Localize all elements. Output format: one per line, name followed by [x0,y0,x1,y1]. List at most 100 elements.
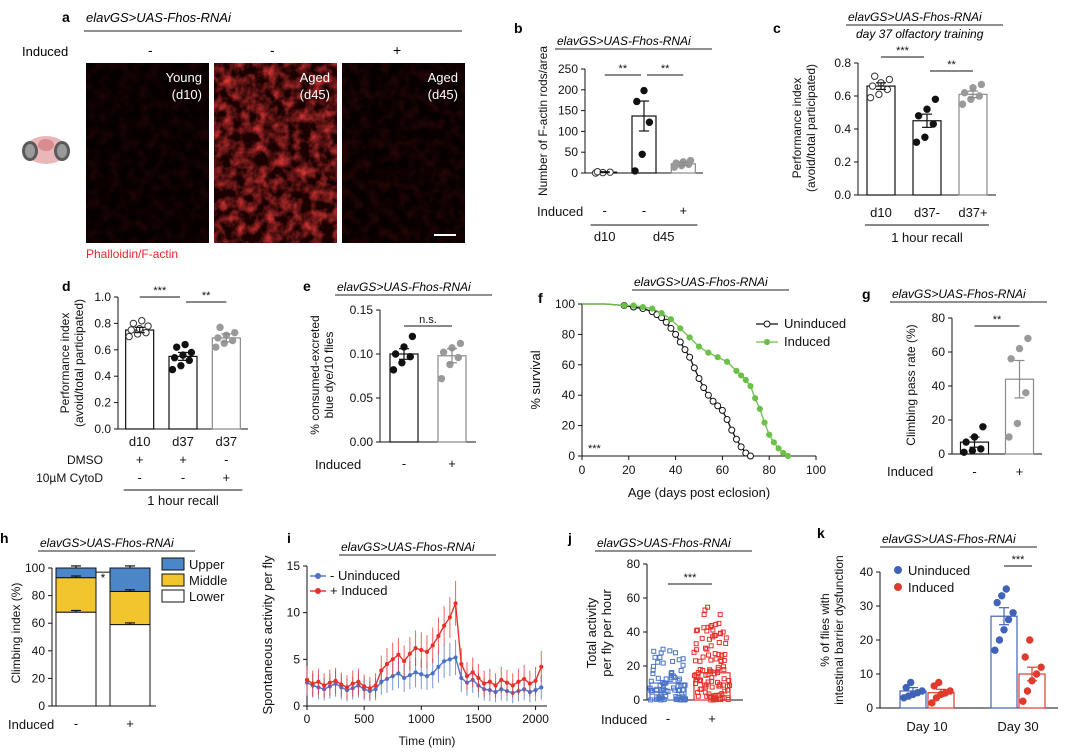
data-point [442,623,447,628]
data-point [717,681,723,687]
y-axis-label: Spontaneous activity per fly [260,555,275,714]
data-point [439,348,448,356]
data-point [676,338,684,346]
x-category-label: d37+ [958,205,987,220]
induced-sign-aged: - [270,42,275,58]
data-point [413,670,418,675]
data-point [958,100,967,108]
panel-letter: k [817,525,825,541]
x-category-label: d37 [172,434,194,449]
x-tick-label: 40 [669,463,683,477]
panel-letter: a [62,9,70,25]
y-axis-label: Climbing index (%) [9,583,23,684]
data-point [686,156,695,165]
data-point [651,648,657,654]
data-point [453,655,458,660]
data-point [672,330,680,338]
data-point [726,677,732,683]
data-point [1023,687,1032,695]
data-point [436,664,441,669]
significance-label: ** [202,290,211,302]
chart-i: 0 500 1000 1500 2000 0 5 10 15 Time (min) Spontane… [260,555,549,748]
image-label-aged: Aged [300,70,330,85]
data-point [430,671,435,676]
data-point [1002,585,1010,593]
data-point [125,332,133,341]
data-point [339,682,344,687]
data-point [408,332,417,341]
data-point [680,656,686,662]
data-point [993,598,1001,607]
x-category-label: - [74,716,78,731]
data-point [703,645,709,651]
y-axis-label: (avoid/total participated) [72,299,86,427]
row-sign: + [223,470,231,485]
micrograph-aged-texture [214,63,337,243]
data-point [728,426,736,434]
y-tick-label: 0 [633,693,640,707]
y-tick-label: 0.4 [834,122,851,136]
image-label-young: Young [166,70,202,85]
y-axis-label: per fly per hour [599,589,614,677]
data-point [761,419,768,426]
legend-label: Lower [189,589,225,604]
data-point [663,693,669,699]
data-point [667,316,675,323]
data-point [709,675,715,681]
stain-label: Phalloidin/F-actin [86,247,178,261]
data-point [693,628,699,634]
data-point [454,353,462,362]
data-point [693,647,699,653]
data-point [894,566,902,574]
data-point [638,150,646,158]
bar [912,120,942,196]
data-point [402,659,407,664]
data-point [168,365,177,374]
legend-label: - Uninduced [330,568,400,583]
x-category-label: + [708,711,716,726]
brain-icon [22,136,70,164]
data-point [716,620,722,626]
data-point [228,336,237,345]
data-point [499,677,504,682]
y-tick-label: 0 [571,166,578,180]
x-category-label: + [126,716,134,731]
data-point [721,657,727,663]
panel-letter: b [514,20,523,36]
data-point [322,683,327,688]
data-point [756,405,763,412]
data-point [430,643,435,648]
data-point [720,682,726,688]
data-point [1019,697,1027,705]
x-group-label: d45 [653,229,675,244]
data-point [527,681,532,686]
stack-segment-middle [55,577,97,613]
data-point [704,646,710,652]
row-sign: + [179,452,187,467]
y-tick-label: 0 [938,447,945,461]
y-tick-label: 40 [932,379,946,393]
y-tick-label: 60 [627,591,641,605]
data-point [1005,433,1013,441]
x-category-label: + [1016,464,1024,479]
data-point [699,635,705,641]
data-point [702,689,708,695]
data-point [875,90,883,99]
induced-row-label: Induced [315,457,361,472]
data-point [960,448,968,456]
data-point [516,679,521,684]
data-point [868,82,877,90]
data-point [667,648,673,654]
data-point [533,678,538,683]
y-tick-label: 0 [293,699,300,713]
data-point [396,652,401,657]
bar [211,337,241,430]
data-point [504,680,510,685]
data-point [697,667,703,673]
data-point [493,683,498,688]
significance-label: *** [684,572,698,584]
y-axis-label: Number of F-actin rods/area [536,46,550,196]
data-point [670,658,676,664]
data-point [144,322,152,330]
x-tick-label: 80 [763,463,777,477]
